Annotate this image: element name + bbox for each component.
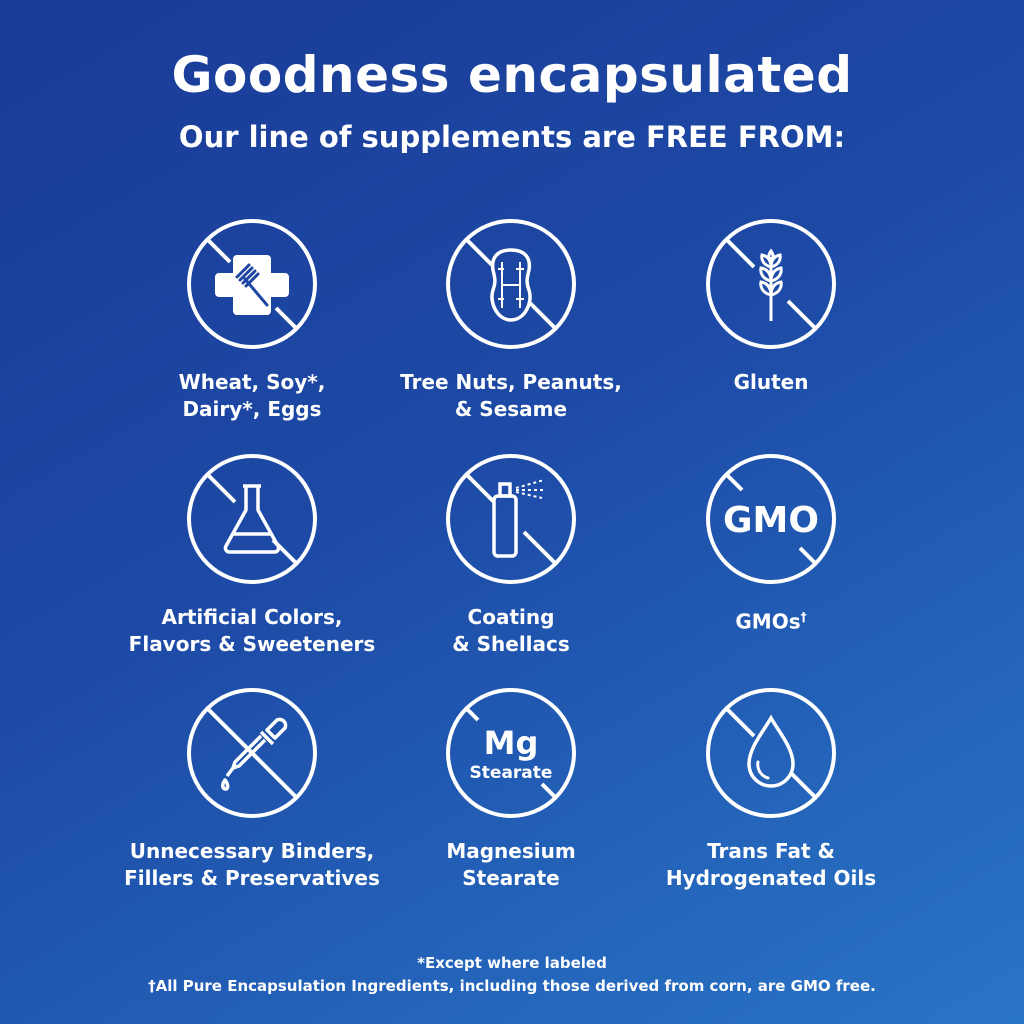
item-label-line2: & Shellacs <box>452 632 570 656</box>
page-title: Goodness encapsulated <box>171 46 853 104</box>
gmo-icon-text: GMO <box>723 500 819 541</box>
stearate-icon-text: Stearate <box>470 763 553 783</box>
free-from-item: Artificial Colors, Flavors & Sweeteners <box>102 452 402 658</box>
item-label-line1: Coating <box>467 605 555 629</box>
wheat-soy-dairy-egg-icon <box>187 219 317 349</box>
item-label-line2: Hydrogenated Oils <box>665 866 877 890</box>
item-label-line2: & Sesame <box>454 397 568 421</box>
item-label-line2: Dairy*, Eggs <box>182 397 322 421</box>
dropper-icon <box>187 688 317 818</box>
item-label-line1: Tree Nuts, Peanuts, <box>400 370 622 394</box>
free-from-item: Coating & Shellacs <box>361 452 661 658</box>
page-subtitle: Our line of supplements are FREE FROM: <box>178 120 846 154</box>
item-label-line1: Magnesium <box>446 839 576 863</box>
spray-bottle-icon <box>446 454 576 584</box>
flask-icon <box>187 454 317 584</box>
footnote-except: *Except where labeled <box>417 954 607 972</box>
mg-stearate-icon: Mg Stearate <box>446 688 576 818</box>
item-label-line1: GMOs <box>735 609 801 634</box>
free-from-item: GMO GMOs† <box>621 452 921 636</box>
free-from-item: Wheat, Soy*, Dairy*, Eggs <box>102 217 402 423</box>
item-label-line1: Artificial Colors, <box>161 605 343 629</box>
item-label-line2: Flavors & Sweeteners <box>128 632 376 656</box>
item-label-line1: Unnecessary Binders, <box>129 839 375 863</box>
item-label-line1: Trans Fat & <box>707 839 835 863</box>
free-from-item: Gluten <box>621 217 921 396</box>
dagger-mark: † <box>800 610 807 624</box>
peanut-icon <box>446 219 576 349</box>
wheat-stalk-icon <box>706 219 836 349</box>
free-from-item: Unnecessary Binders, Fillers & Preservati… <box>102 686 402 892</box>
mg-icon-text: Mg <box>484 724 539 762</box>
free-from-item: Mg Stearate Magnesium Stearate <box>361 686 661 892</box>
item-label-line1: Gluten <box>733 370 809 394</box>
footnote-gmo: †All Pure Encapsulation Ingredients, inc… <box>148 977 876 995</box>
item-label-line1: Wheat, Soy*, <box>178 370 326 394</box>
gmo-icon: GMO <box>706 454 836 584</box>
oil-drop-icon <box>706 688 836 818</box>
item-label-line2: Stearate <box>462 866 560 890</box>
free-from-item: Tree Nuts, Peanuts, & Sesame <box>361 217 661 423</box>
free-from-item: Trans Fat & Hydrogenated Oils <box>621 686 921 892</box>
item-label-line2: Fillers & Preservatives <box>124 866 380 890</box>
